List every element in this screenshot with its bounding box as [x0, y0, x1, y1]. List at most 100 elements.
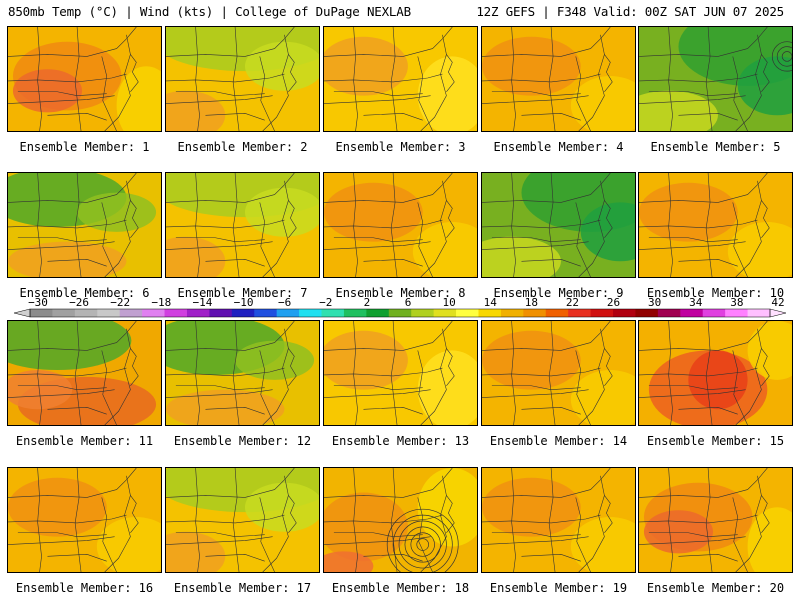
- colorbar-outline: [29, 308, 771, 318]
- state-boundary: [104, 328, 131, 425]
- ensemble-member-caption: Ensemble Member: 11: [15, 434, 154, 448]
- state-boundary: [548, 27, 556, 131]
- temperature-map: [8, 27, 161, 131]
- state-boundary: [705, 27, 713, 131]
- state-boundary: [639, 367, 758, 377]
- ensemble-map-panel: [165, 26, 320, 132]
- temperature-shading: [8, 370, 73, 410]
- state-boundary: [8, 173, 137, 203]
- state-boundary: [205, 259, 265, 267]
- ensemble-member-caption: Ensemble Member: 6: [19, 286, 150, 300]
- temperature-map: [166, 27, 319, 131]
- state-boundary: [74, 27, 82, 131]
- colorbar-swatch: [321, 309, 345, 317]
- state-boundary: [195, 468, 200, 572]
- temperature-map: [639, 173, 792, 277]
- state-boundary: [482, 241, 589, 250]
- state-boundary: [648, 237, 738, 242]
- state-boundary: [166, 536, 273, 545]
- isobar-contour: [416, 538, 429, 551]
- state-boundary: [705, 468, 713, 572]
- state-boundary: [639, 241, 746, 250]
- colorbar-swatch: [388, 309, 412, 317]
- colorbar-swatch: [478, 309, 502, 317]
- state-boundary: [604, 348, 613, 386]
- isobar-contour: [404, 526, 441, 563]
- colorbar-tick-label: −6: [278, 296, 292, 309]
- state-boundary: [648, 532, 738, 537]
- state-boundary: [324, 367, 443, 377]
- state-boundary: [363, 259, 423, 267]
- state-boundary: [262, 34, 289, 131]
- state-boundary: [761, 54, 770, 92]
- temperature-map: [166, 321, 319, 425]
- state-boundary: [420, 180, 447, 277]
- colorbar-tick-label: 30: [648, 296, 662, 309]
- state-boundary: [74, 173, 82, 277]
- temperature-shading: [324, 36, 408, 96]
- colorbar-high-arrow: [769, 308, 787, 318]
- isobar-contour: [386, 508, 459, 572]
- state-boundary: [639, 321, 768, 351]
- state-boundary: [521, 554, 581, 562]
- temperature-map: [166, 173, 319, 277]
- temperature-shading: [166, 389, 285, 425]
- ensemble-map-panel: [165, 320, 320, 426]
- temperature-shading: [737, 56, 792, 116]
- temperature-shading: [116, 66, 161, 131]
- colorbar-tick-label: −26: [69, 296, 90, 309]
- state-boundary: [482, 367, 601, 377]
- state-boundary: [363, 407, 423, 415]
- ensemble-member-caption: Ensemble Member: 8: [335, 286, 466, 300]
- state-boundary: [761, 200, 770, 238]
- state-boundary: [104, 475, 131, 572]
- state-boundary: [482, 321, 611, 351]
- colorbar-swatch: [545, 309, 569, 317]
- state-boundary: [8, 219, 127, 229]
- state-boundary: [8, 27, 137, 57]
- state-boundary: [37, 468, 42, 572]
- colorbar-tick-label: 14: [483, 296, 497, 309]
- temperature-shading: [570, 517, 635, 572]
- state-boundary: [390, 321, 398, 425]
- state-boundary: [324, 536, 431, 545]
- ensemble-map-panel: [323, 467, 478, 573]
- state-boundary: [166, 389, 273, 398]
- state-boundary: [259, 350, 275, 425]
- state-boundary: [195, 27, 200, 131]
- model-run-info: 12Z GEFS | F348 Valid: 00Z SAT JUN 07 20…: [476, 4, 784, 19]
- temperature-shading: [482, 477, 581, 537]
- state-boundary: [491, 385, 581, 390]
- colorbar-swatch: [276, 309, 300, 317]
- state-boundary: [166, 321, 295, 351]
- state-boundary: [288, 54, 297, 92]
- colorbar-swatch: [657, 309, 681, 317]
- state-boundary: [482, 514, 601, 524]
- temperature-shading: [688, 350, 748, 410]
- state-boundary: [8, 468, 137, 498]
- ensemble-map-panel: [7, 172, 162, 278]
- state-boundary: [8, 95, 115, 104]
- state-boundary: [333, 91, 423, 96]
- state-boundary: [74, 321, 82, 425]
- state-boundary: [288, 495, 297, 533]
- colorbar-swatch: [254, 309, 278, 317]
- state-boundary: [47, 259, 107, 267]
- colorbar-swatch: [97, 309, 121, 317]
- state-boundary: [639, 95, 746, 104]
- state-boundary: [259, 56, 275, 131]
- state-boundary: [761, 348, 770, 386]
- state-boundary: [232, 468, 240, 572]
- colorbar-swatch: [30, 309, 53, 317]
- colorbar-tick-label: −30: [28, 296, 48, 309]
- temperature-shading: [324, 330, 408, 390]
- state-boundary: [639, 468, 768, 498]
- colorbar-tick-label: 18: [524, 296, 538, 309]
- ensemble-member-caption: Ensemble Member: 5: [650, 140, 781, 154]
- temperature-shading: [417, 56, 477, 131]
- temperature-shading: [639, 182, 738, 242]
- colorbar-swatch: [725, 309, 749, 317]
- state-boundary: [353, 468, 358, 572]
- state-boundary: [761, 495, 770, 533]
- colorbar-swatch: [702, 309, 726, 317]
